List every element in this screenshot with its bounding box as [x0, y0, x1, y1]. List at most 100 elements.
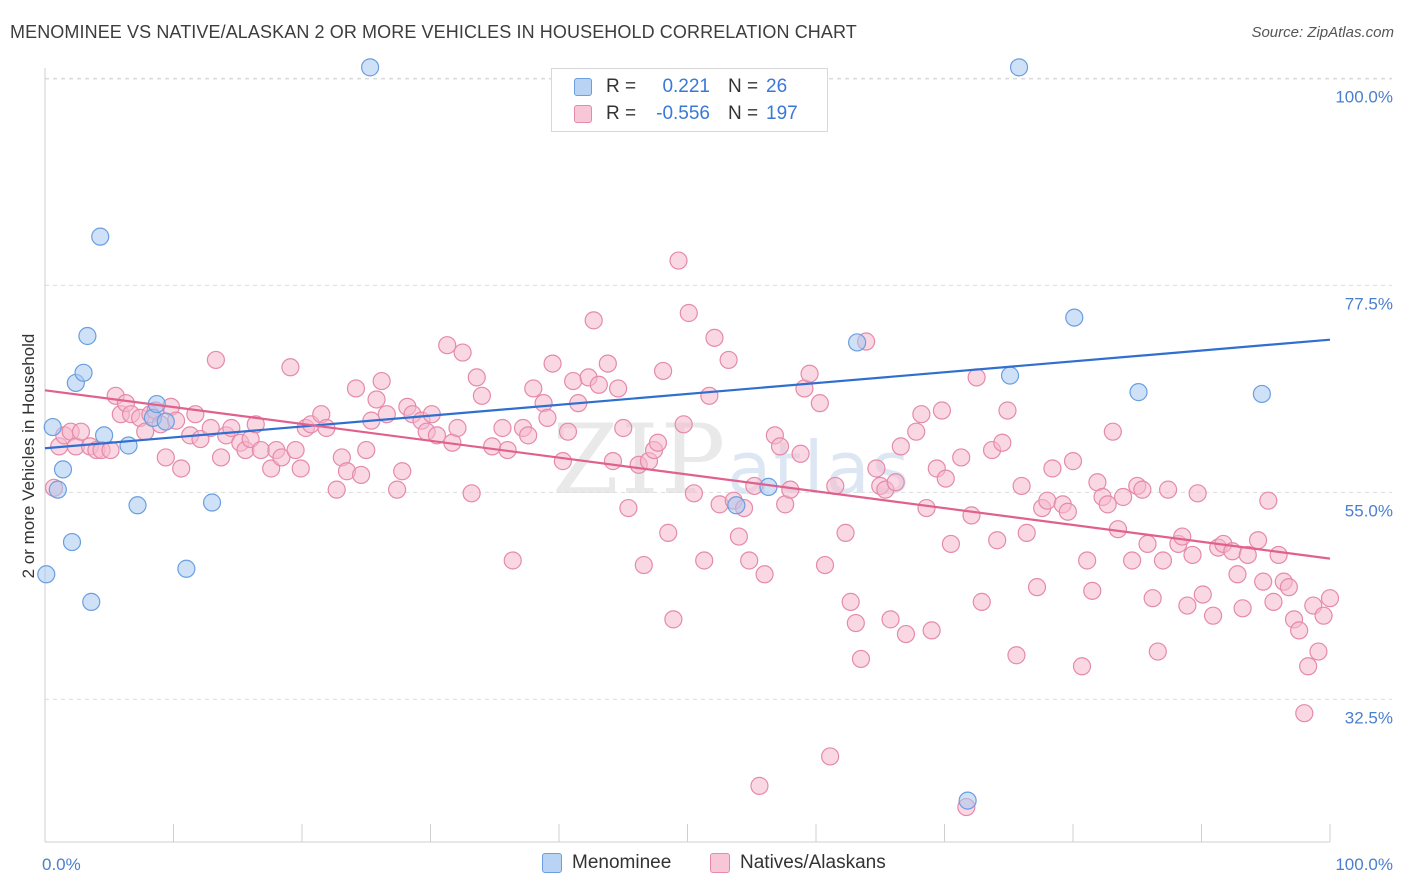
natives-point-198 [1254, 572, 1273, 591]
natives-point-136 [881, 610, 900, 629]
legend-n-value: 26 [766, 76, 788, 97]
legend-n-label: N = [728, 103, 759, 124]
menominee-point-18 [361, 58, 380, 77]
natives-point-145 [932, 401, 952, 420]
natives-point-46 [327, 480, 346, 499]
natives-point-41 [291, 459, 310, 478]
natives-point-157 [1007, 646, 1026, 665]
natives-point-210 [1314, 606, 1333, 625]
natives-point-49 [346, 379, 366, 398]
natives-point-107 [705, 328, 724, 347]
menominee-point-8 [82, 592, 101, 611]
natives-point-159 [1017, 523, 1036, 542]
natives-point-113 [740, 551, 759, 570]
natives-point-63 [427, 426, 447, 445]
natives-point-137 [886, 473, 905, 492]
natives-point-82 [558, 422, 578, 441]
menominee-point-10 [95, 426, 114, 445]
source-credit: Source: ZipAtlas.com [1251, 24, 1394, 41]
natives-alaskans-points [44, 251, 1340, 817]
natives-point-125 [815, 555, 835, 575]
natives-point-176 [1123, 551, 1142, 570]
natives-point-94 [634, 555, 653, 575]
series-label-menominee: Menominee [572, 852, 672, 873]
natives-point-139 [896, 624, 916, 644]
menominee-point-16 [177, 559, 196, 578]
natives-point-179 [1138, 534, 1157, 554]
natives-point-207 [1299, 657, 1318, 676]
natives-point-35 [251, 440, 270, 460]
natives-point-77 [524, 379, 543, 398]
natives-point-67 [453, 343, 472, 362]
legend-r-label: R = [606, 76, 637, 97]
natives-point-182 [1153, 551, 1173, 570]
menominee-point-21 [848, 333, 867, 352]
natives-point-127 [826, 476, 845, 496]
legend-n-label: N = [728, 76, 759, 97]
series-legend: Menominee Natives/Alaskans [0, 852, 1406, 876]
natives-point-19 [156, 448, 175, 467]
natives-point-201 [1269, 545, 1288, 565]
legend-row-menominee: R = 0.221 N = 26 [574, 75, 787, 99]
menominee-point-7 [78, 326, 97, 346]
series-label-natives: Natives/Alaskans [740, 852, 886, 873]
axes [44, 68, 1331, 843]
natives-point-165 [1058, 502, 1077, 521]
legend-r-value: 0.221 [662, 76, 710, 97]
menominee-point-17 [202, 493, 222, 512]
natives-point-115 [750, 776, 769, 795]
natives-point-39 [281, 358, 300, 377]
natives-point-175 [1114, 487, 1133, 507]
menominee-trend-line [44, 338, 1331, 450]
y-axis-label: 2 or more Vehicles in Household [19, 334, 38, 579]
natives-point-197 [1248, 531, 1268, 550]
natives-point-88 [598, 354, 617, 373]
natives-point-168 [1078, 551, 1097, 570]
menominee-point-23 [1000, 366, 1020, 385]
natives-point-169 [1083, 581, 1102, 600]
natives-point-203 [1279, 578, 1298, 597]
natives-point-83 [564, 371, 583, 391]
legend-swatch-blue [574, 78, 592, 96]
natives-point-154 [988, 531, 1007, 550]
natives-point-57 [393, 462, 412, 481]
natives-point-40 [286, 440, 305, 460]
natives-point-131 [851, 649, 871, 669]
y-tick-label-1: 55.0% [1345, 501, 1393, 520]
natives-point-196 [1238, 545, 1257, 565]
x-tick-labels: 0.0% 100.0% [42, 855, 1393, 874]
natives-point-86 [584, 311, 603, 330]
series-swatch-blue [542, 853, 562, 873]
natives-point-140 [907, 422, 926, 441]
natives-point-142 [917, 498, 936, 518]
natives-point-69 [467, 368, 486, 387]
natives-point-72 [493, 418, 512, 438]
menominee-point-27 [1252, 384, 1271, 404]
natives-point-194 [1228, 565, 1247, 584]
natives-point-97 [648, 433, 668, 452]
menominee-point-25 [1065, 308, 1084, 327]
legend-swatch-pink [574, 105, 592, 123]
natives-point-81 [553, 452, 572, 471]
y-tick-labels: 32.5% 55.0% 77.5% 100.0% [1335, 87, 1393, 727]
natives-point-100 [664, 610, 683, 629]
y-tick-label-2: 77.5% [1345, 294, 1393, 313]
natives-point-185 [1173, 527, 1192, 546]
natives-point-38 [272, 448, 291, 467]
natives-point-138 [891, 437, 910, 456]
menominee-point-24 [1009, 58, 1029, 77]
menominee-point-3 [53, 460, 73, 479]
series-legend-natives: Natives/Alaskans [710, 852, 886, 874]
menominee-point-12 [128, 496, 147, 515]
natives-point-156 [998, 401, 1017, 420]
natives-point-109 [719, 350, 738, 370]
menominee-point-19 [727, 496, 746, 515]
natives-point-102 [674, 415, 693, 434]
natives-point-163 [1043, 459, 1062, 478]
y-tick-label-3: 100.0% [1335, 87, 1393, 106]
natives-point-211 [1320, 589, 1340, 608]
natives-point-89 [603, 452, 623, 471]
natives-point-160 [1027, 578, 1047, 597]
natives-point-118 [770, 437, 790, 456]
natives-point-90 [609, 379, 628, 398]
